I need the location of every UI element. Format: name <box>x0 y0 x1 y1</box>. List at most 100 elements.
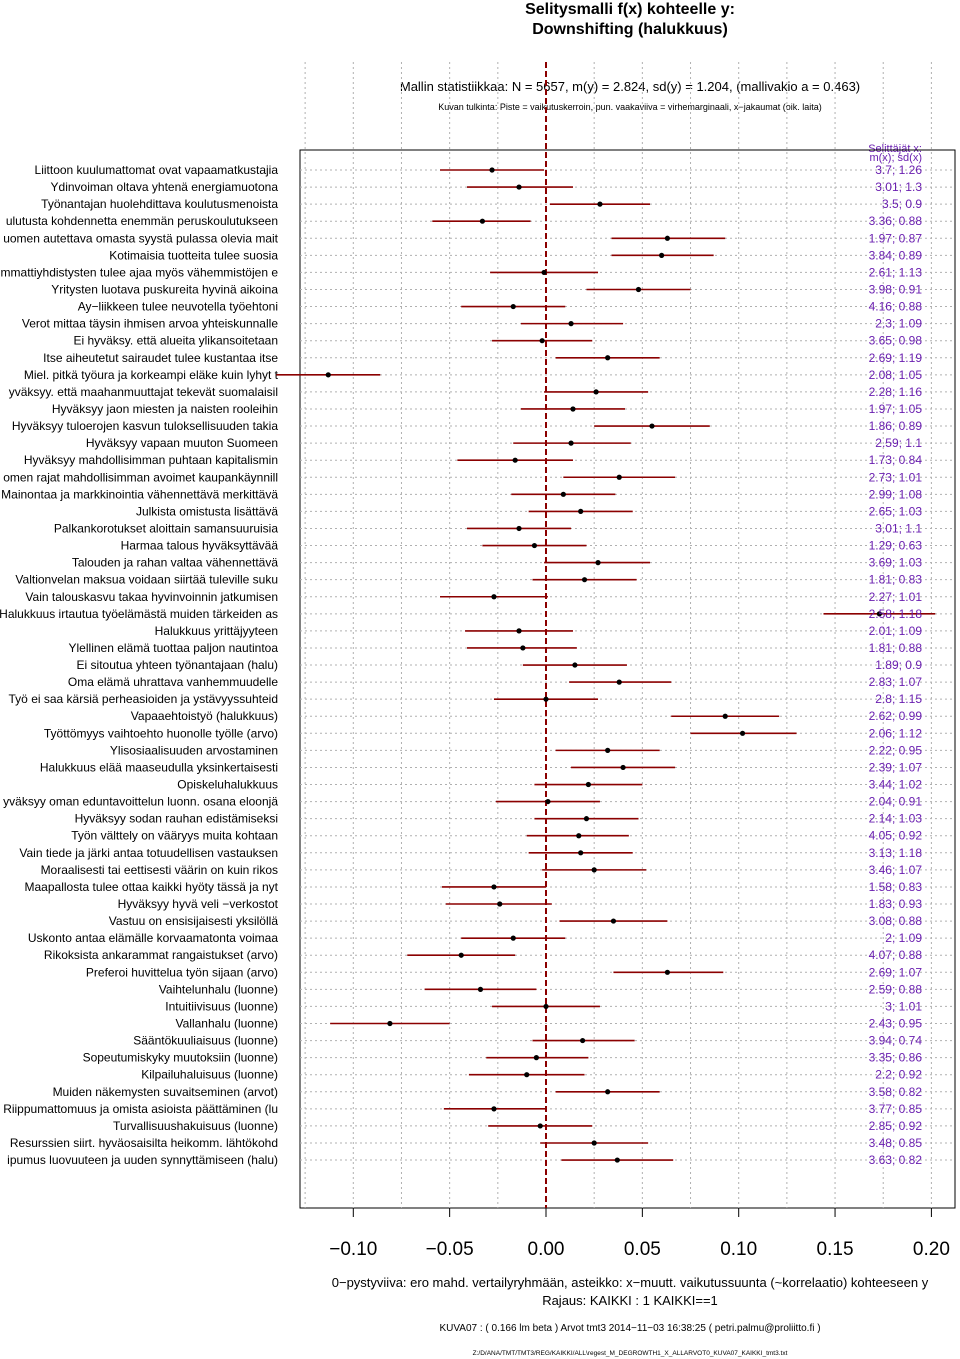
row-stats: 2.83; 1.07 <box>869 675 923 689</box>
row-label: Hyväksyy jaon miesten ja naisten rooleih… <box>52 402 278 416</box>
row-label: Kotimaisia tuotteita tulee suosia <box>109 248 278 262</box>
row-label: Sopeutumiskyky muutoksiin (luonne) <box>83 1051 278 1065</box>
estimate-point <box>605 355 611 361</box>
row-label: Rikoksista ankarammat rangaistukset (arv… <box>44 948 278 962</box>
row-stats: 1.86; 0.89 <box>869 419 923 433</box>
x-tick-label: 0.05 <box>624 1239 661 1260</box>
row-stats: 3.98; 0.91 <box>869 282 923 296</box>
estimate-point <box>516 184 522 190</box>
estimate-point <box>722 713 728 719</box>
row-label: Työnantajan huolehdittava koulutusmenois… <box>41 197 278 211</box>
row-label: Moraalisesti tai eettisesti väärin on ku… <box>41 863 278 877</box>
row-stats: 2.28; 1.16 <box>869 385 923 399</box>
estimate-point <box>578 850 584 856</box>
estimate-point <box>543 696 549 702</box>
row-stats: 2.43; 0.95 <box>869 1017 923 1031</box>
row-stats: 3.7; 1.26 <box>875 163 922 177</box>
row-stats: 2.58; 1.18 <box>869 607 923 621</box>
estimate-point <box>664 969 671 975</box>
x-tick-label: 0.10 <box>720 1239 757 1260</box>
row-label: Vallanhalu (luonne) <box>175 1017 278 1031</box>
row-stats: 1.81; 0.88 <box>869 641 923 655</box>
row-label: Yritysten luotava puskureita hyvinä aiko… <box>51 282 278 296</box>
row-stats: 2.27; 1.01 <box>869 590 923 604</box>
row-label: omen rajat mahdollisimman avoimet kaupan… <box>3 470 278 484</box>
estimate-point <box>568 321 574 327</box>
x-tick-label: 0.15 <box>817 1239 854 1260</box>
row-stats: 2.06; 1.12 <box>869 726 923 740</box>
row-stats: 2.01; 1.09 <box>869 624 923 638</box>
footer-line1: 0−pystyviiva: ero mahd. vertailyryhmään,… <box>332 1275 929 1290</box>
estimate-point <box>610 918 617 924</box>
x-tick-label: 0.20 <box>913 1239 950 1260</box>
row-label: Ei hyväksy. että alueita ylikansoitetaan <box>73 334 278 348</box>
row-stats: 2.59; 0.88 <box>869 982 923 996</box>
row-stats: 3.01; 1.1 <box>875 521 922 535</box>
estimate-point <box>516 525 522 532</box>
row-stats: 3.65; 0.98 <box>869 334 923 348</box>
row-label: ulutusta kohdennetta enemmän peruskoulut… <box>6 214 278 228</box>
row-stats: 1.83; 0.93 <box>869 897 923 911</box>
estimate-point <box>491 1106 497 1112</box>
estimate-point <box>635 286 642 293</box>
right-header-line1: Selittäjät x: <box>868 143 922 155</box>
row-label: Hyväksyy mahdollisimman puhtaan kapitali… <box>24 453 278 467</box>
right-header-line2: m(x); sd(x) <box>869 152 922 164</box>
row-label: Muiden näkemysten suvaitseminen (arvot) <box>53 1085 278 1099</box>
row-label: Vaihtelunhalu (luonne) <box>159 982 278 996</box>
row-stats: 2.2; 0.92 <box>875 1068 922 1082</box>
row-stats: 3.35; 0.86 <box>869 1051 923 1065</box>
estimate-point <box>585 781 591 788</box>
row-stats: 3.77; 0.85 <box>869 1102 923 1116</box>
estimate-point <box>524 1072 530 1078</box>
row-label: ipumus luovuuteen ja uuden synnyttämisee… <box>7 1153 278 1167</box>
row-label: Julkista omistusta lisättävä <box>136 504 278 518</box>
row-label: Hyväksyy tuloerojen kasvun tuloksellisuu… <box>12 419 278 433</box>
estimate-point <box>477 986 484 992</box>
stats-line: Mallin statistiikkaa: N = 5657, m(y) = 2… <box>400 79 860 94</box>
estimate-point <box>531 542 538 549</box>
row-label: Hyväksyy vapaan muuton Suomeen <box>86 436 278 450</box>
row-stats: 2.08; 1.05 <box>869 368 923 382</box>
row-stats: 3.46; 1.07 <box>869 863 923 877</box>
estimate-point <box>533 1055 539 1061</box>
estimate-point <box>543 1003 549 1010</box>
footer-line2: Rajaus: KAIKKI : 1 KAIKKI==1 <box>542 1293 718 1308</box>
estimate-point <box>512 457 518 463</box>
row-label: Vastuu on ensisijaisesti yksilöllä <box>109 914 279 928</box>
estimate-point <box>616 474 622 480</box>
chart-title-line1: Selitysmalli f(x) kohteelle y: <box>525 1 735 18</box>
row-label: Itse aiheutetut sairaudet tulee kustanta… <box>43 351 278 365</box>
x-axis: −0.10 −0.05 0.00 0.05 0.10 0.15 0.20 <box>329 1208 950 1260</box>
estimate-point <box>510 303 516 310</box>
interpretation-line: Kuvan tulkinta: Piste = vaikutuskerroin,… <box>438 102 821 112</box>
row-stats: 2.22; 0.95 <box>869 743 923 757</box>
estimate-point <box>491 594 497 600</box>
estimate-point <box>572 662 578 668</box>
row-label: Vain tiede ja järki antaa totuudellisen … <box>19 846 278 860</box>
row-stats: 2.99; 1.08 <box>869 487 923 501</box>
row-stats: 3.5; 0.9 <box>882 197 922 211</box>
row-stats: 3.48; 0.85 <box>869 1136 923 1150</box>
row-label: Maapallosta tulee ottaa kaikki hyöty täs… <box>25 880 279 894</box>
grid <box>300 62 955 1208</box>
row-label: Liittoon kuulumattomat ovat vapaamatkust… <box>35 163 279 177</box>
row-stats: 3.94; 0.74 <box>869 1034 923 1048</box>
row-label: Valtionvelan maksua voidaan siirtää tule… <box>15 573 278 587</box>
row-stats: 1.81; 0.83 <box>869 573 923 587</box>
row-label: Kilpailuhaluisuus (luonne) <box>141 1068 278 1082</box>
chart-title-line2: Downshifting (halukkuus) <box>532 21 728 38</box>
row-stats: 2.69; 1.19 <box>869 351 923 365</box>
row-stats: 4.07; 0.88 <box>869 948 923 962</box>
estimate-point <box>520 645 526 651</box>
row-label: Sääntökuuliaisuus (luonne) <box>133 1034 278 1048</box>
x-tick-label: 0.00 <box>528 1239 565 1260</box>
estimate-point <box>458 952 464 958</box>
row-label: Ylellinen elämä tuottaa paljon nautintoa <box>69 641 279 655</box>
row-label: yväksyy oman eduntavoittelun luonn. osan… <box>3 795 278 809</box>
row-label: mmattiyhdistysten tulee ajaa myös vähemm… <box>1 265 279 279</box>
row-stats: 4.05; 0.92 <box>869 829 923 843</box>
row-stats: 2.59; 1.1 <box>875 436 922 450</box>
row-stats: 1.97; 1.05 <box>869 402 923 416</box>
row-label: Verot mittaa täysin ihmisen arvoa yhteis… <box>22 317 278 331</box>
